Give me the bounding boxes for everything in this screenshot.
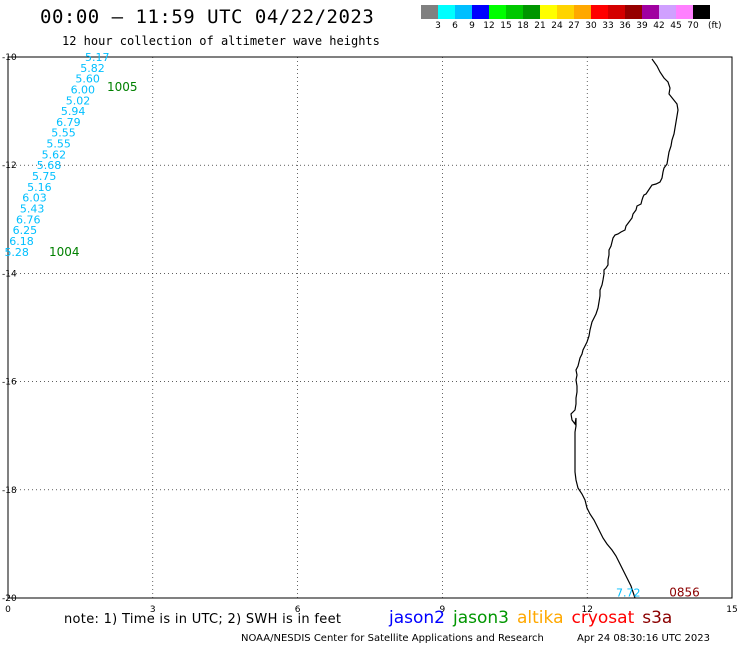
wave-height-label: 5.55 bbox=[46, 138, 71, 151]
y-tick-label: -16 bbox=[2, 378, 17, 388]
x-tick-label: 12 bbox=[581, 605, 592, 615]
colorbar-swatches bbox=[421, 5, 727, 19]
wave-height-label: 5.60 bbox=[75, 73, 100, 86]
colorbar-swatch bbox=[642, 5, 659, 19]
colorbar-label: 45 bbox=[670, 21, 682, 31]
x-tick-label: 15 bbox=[726, 605, 737, 615]
colorbar-swatch bbox=[472, 5, 489, 19]
wave-height-label: 6.03 bbox=[22, 192, 47, 205]
colorbar-label: 21 bbox=[534, 21, 546, 31]
colorbar-swatch bbox=[489, 5, 506, 19]
satellite-legend-entry: jason3 bbox=[453, 608, 509, 628]
wave-height-label: 5.17 bbox=[85, 51, 110, 64]
satellite-legend: jason2 jason3 altika cryosat s3a bbox=[389, 608, 680, 628]
colorbar-label: 3 bbox=[435, 21, 441, 31]
y-tick-label: -18 bbox=[2, 486, 17, 496]
colorbar-labels: (ft) 3 6 9 12 15 18 21 24 27 30 33 36 39 42 45 70 bbox=[421, 19, 727, 33]
colorbar-swatch bbox=[506, 5, 523, 19]
x-tick-label: 0 bbox=[5, 605, 11, 615]
satellite-legend-entry: jason2 bbox=[389, 608, 445, 628]
colorbar-swatch bbox=[438, 5, 455, 19]
wave-height-label: 5.28 bbox=[4, 246, 29, 259]
wave-height-label: 5.82 bbox=[80, 62, 105, 75]
page-subtitle: 12 hour collection of altimeter wave hei… bbox=[62, 34, 380, 48]
wave-height-label: 5.55 bbox=[51, 127, 76, 140]
x-tick-label: 9 bbox=[440, 605, 446, 615]
pass-time-label: 0856 bbox=[669, 586, 700, 600]
colorbar-label: 30 bbox=[585, 21, 597, 31]
wave-height-label: 6.18 bbox=[9, 235, 34, 248]
y-tick-label: -12 bbox=[2, 161, 17, 171]
colorbar-swatch bbox=[455, 5, 472, 19]
map-grid bbox=[8, 57, 732, 598]
colorbar-swatch bbox=[540, 5, 557, 19]
colorbar-label: 33 bbox=[602, 21, 614, 31]
pass-time-label: 1004 bbox=[49, 245, 80, 259]
y-tick-label: -14 bbox=[2, 269, 17, 279]
y-tick-label: -10 bbox=[2, 53, 17, 63]
colorbar-swatch bbox=[591, 5, 608, 19]
satellite-legend-entry: altika bbox=[517, 608, 564, 628]
altimeter-tracks: 5.175.825.606.005.025.946.795.555.555.62… bbox=[4, 51, 699, 600]
coastline bbox=[570, 58, 679, 599]
wave-height-label: 7.72 bbox=[616, 587, 641, 600]
satellite-legend-entry: cryosat bbox=[571, 608, 635, 628]
credit-text: NOAA/NESDIS Center for Satellite Applica… bbox=[241, 633, 544, 644]
wave-height-label: 5.43 bbox=[20, 202, 45, 215]
wave-height-label: 5.94 bbox=[61, 105, 86, 118]
map-frame bbox=[7, 56, 733, 599]
page-title: 00:00 – 11:59 UTC 04/22/2023 bbox=[40, 6, 375, 28]
satellite-legend-entry: s3a bbox=[642, 608, 673, 628]
generated-timestamp: Apr 24 08:30:16 UTC 2023 bbox=[577, 633, 710, 644]
colorbar-label: 27 bbox=[568, 21, 580, 31]
wave-height-label: 6.76 bbox=[16, 213, 41, 226]
wave-height-label: 5.02 bbox=[66, 94, 91, 107]
colorbar-label: 6 bbox=[452, 21, 458, 31]
colorbar-swatch bbox=[625, 5, 642, 19]
pass-time-label: 1005 bbox=[107, 80, 138, 94]
colorbar-label: 42 bbox=[653, 21, 665, 31]
colorbar-label: 18 bbox=[517, 21, 529, 31]
axis-ticks: 0 3 6 9 12 15 -10 -12 -14 -16 -18 -20 bbox=[2, 53, 738, 615]
colorbar-unit: (ft) bbox=[708, 21, 722, 31]
colorbar-swatch bbox=[676, 5, 693, 19]
colorbar-swatch bbox=[523, 5, 540, 19]
colorbar-swatch bbox=[557, 5, 574, 19]
units-note: note: 1) Time is in UTC; 2) SWH is in fe… bbox=[64, 612, 342, 627]
colorbar-label: 36 bbox=[619, 21, 631, 31]
wave-height-label: 6.25 bbox=[13, 224, 38, 237]
wave-height-colorbar: (ft) 3 6 9 12 15 18 21 24 27 30 33 36 39 42 45 70 bbox=[421, 5, 727, 35]
colorbar-label: 12 bbox=[483, 21, 495, 31]
colorbar-swatch bbox=[659, 5, 676, 19]
wave-height-label: 6.79 bbox=[56, 116, 81, 129]
wave-height-label: 5.16 bbox=[27, 181, 52, 194]
x-tick-label: 6 bbox=[295, 605, 301, 615]
wave-height-label: 5.68 bbox=[37, 159, 62, 172]
colorbar-swatch bbox=[608, 5, 625, 19]
colorbar-label: 24 bbox=[551, 21, 563, 31]
wave-height-label: 5.75 bbox=[32, 170, 57, 183]
colorbar-label: 39 bbox=[636, 21, 648, 31]
colorbar-swatch bbox=[693, 5, 710, 19]
colorbar-swatch bbox=[421, 5, 438, 19]
colorbar-swatch bbox=[574, 5, 591, 19]
colorbar-label: 9 bbox=[469, 21, 475, 31]
wave-height-label: 6.00 bbox=[71, 83, 96, 96]
colorbar-label: 15 bbox=[500, 21, 512, 31]
wave-height-label: 5.62 bbox=[42, 148, 67, 161]
colorbar-label: 70 bbox=[687, 21, 699, 31]
x-tick-label: 3 bbox=[150, 605, 156, 615]
y-tick-label: -20 bbox=[2, 594, 17, 604]
